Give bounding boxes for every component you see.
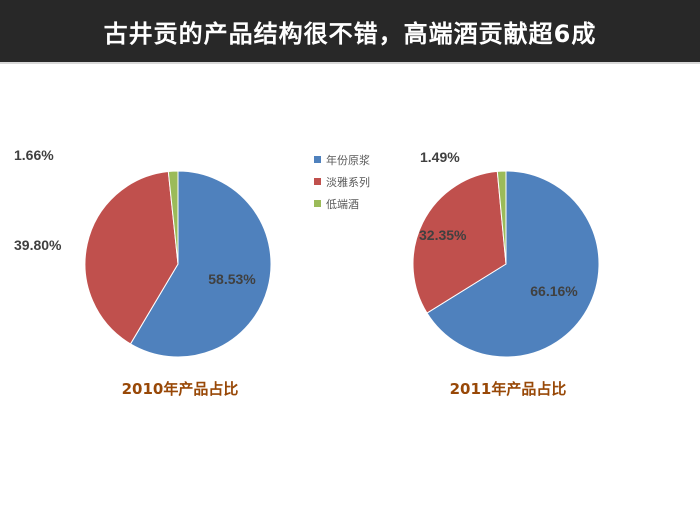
data-label-year-original: 58.53% <box>208 271 256 287</box>
pie-slice-danya-series <box>84 170 179 345</box>
pie-slice-low-end <box>167 170 179 265</box>
data-label-year-original: 66.16% <box>530 283 578 299</box>
chart-area: 58.53% 39.80% 1.66% 66.16% 32.35% 1.49% 年份原浆… <box>8 64 692 525</box>
pie-chart-2010: 58.53% 39.80% 1.66% <box>14 147 272 358</box>
pie-charts: 58.53% 39.80% 1.66% 66.16% 32.35% 1.49% 年份原浆… <box>14 147 600 398</box>
data-label-low-end: 1.66% <box>14 147 54 163</box>
data-label-danya-series: 39.80% <box>14 237 62 253</box>
data-label-danya-series: 32.35% <box>419 227 467 243</box>
legend-swatch-2 <box>314 178 321 185</box>
data-label-low-end: 1.49% <box>420 149 460 165</box>
pie-chart-2011: 66.16% 32.35% 1.49% <box>412 149 600 358</box>
pie-slice-danya-series <box>412 170 507 314</box>
legend: 年份原浆 淡雅系列 低端酒 <box>314 153 370 211</box>
pie-slice-low-end <box>496 170 507 265</box>
pie-slice-year-original <box>426 170 600 358</box>
pie-slice-year-original <box>129 170 272 358</box>
title-divider <box>0 62 700 64</box>
legend-label-3: 低端酒 <box>326 198 359 211</box>
legend-swatch-1 <box>314 156 321 163</box>
legend-swatch-3 <box>314 200 321 207</box>
legend-label-1: 年份原浆 <box>326 153 370 167</box>
legend-label-2: 淡雅系列 <box>326 175 370 189</box>
title-bar: 古井贡的产品结构很不错，高端酒贡献超6成 <box>0 0 700 62</box>
caption-2010: 2010年产品占比 <box>122 380 239 398</box>
slide-title: 古井贡的产品结构很不错，高端酒贡献超6成 <box>103 19 597 48</box>
caption-2011: 2011年产品占比 <box>450 380 567 398</box>
